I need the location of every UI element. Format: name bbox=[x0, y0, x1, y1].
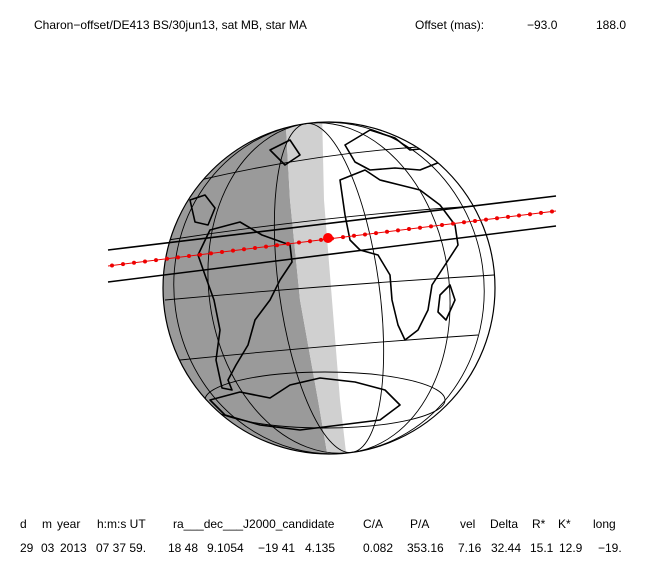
time-dot bbox=[132, 260, 136, 265]
cell: 07 37 59. bbox=[96, 541, 146, 555]
column-header: m bbox=[42, 517, 52, 531]
time-dot bbox=[451, 221, 455, 226]
time-dot bbox=[495, 216, 499, 221]
time-dot bbox=[308, 239, 312, 244]
globe bbox=[162, 121, 496, 455]
cell: 4.135 bbox=[305, 541, 335, 555]
africa bbox=[339, 169, 459, 341]
cell: 7.16 bbox=[458, 541, 482, 555]
time-dot bbox=[517, 213, 521, 218]
time-dot bbox=[484, 217, 488, 222]
time-dot bbox=[242, 247, 246, 252]
time-dot bbox=[264, 244, 268, 249]
time-dot bbox=[176, 255, 180, 260]
south-limit bbox=[107, 225, 557, 283]
cell: 29 bbox=[20, 541, 34, 555]
offset-x: −93.0 bbox=[527, 18, 558, 32]
cell: 03 bbox=[41, 541, 55, 555]
time-dot bbox=[440, 223, 444, 227]
time-dot bbox=[286, 241, 290, 246]
time-dot bbox=[528, 212, 532, 217]
time-dot bbox=[220, 250, 224, 254]
time-dot bbox=[319, 237, 323, 242]
column-header: year bbox=[57, 517, 80, 531]
parallel bbox=[167, 204, 491, 241]
time-dot bbox=[462, 220, 466, 225]
cell: 32.44 bbox=[491, 541, 521, 555]
title: Charon−offset/DE413 BS/30jun13, sat MB, … bbox=[34, 18, 307, 32]
parallel bbox=[164, 274, 495, 301]
time-dot bbox=[187, 254, 191, 259]
time-dot bbox=[198, 252, 202, 257]
time-dot bbox=[363, 232, 367, 237]
info-table: d m year h:m:s UT ra___dec___J2000_candidate… bbox=[20, 517, 622, 555]
time-dot bbox=[275, 243, 279, 248]
cell: 353.16 bbox=[407, 541, 444, 555]
time-dot bbox=[473, 218, 477, 223]
cell: 0.082 bbox=[363, 541, 393, 555]
cell: 2013 bbox=[60, 541, 87, 555]
column-header: P/A bbox=[410, 517, 429, 531]
cell: 18 48 bbox=[168, 541, 198, 555]
cell: −19. bbox=[598, 541, 622, 555]
central-america bbox=[189, 194, 216, 226]
time-dot bbox=[121, 262, 125, 267]
time-dot bbox=[374, 231, 378, 236]
column-header: long bbox=[593, 517, 616, 531]
time-dot bbox=[506, 214, 510, 219]
time-dot bbox=[297, 240, 301, 245]
cell: 15.1 bbox=[530, 541, 554, 555]
closest-approach bbox=[323, 233, 333, 243]
time-dot bbox=[143, 259, 147, 264]
offset-label: Offset (mas): bbox=[415, 18, 484, 32]
column-header: K* bbox=[558, 517, 571, 531]
madagascar bbox=[437, 284, 456, 321]
column-header: vel bbox=[460, 517, 475, 531]
column-header: h:m:s UT bbox=[97, 517, 146, 531]
column-header: ra___dec___J2000_candidate bbox=[173, 517, 335, 531]
time-dot bbox=[209, 251, 213, 256]
time-dot bbox=[418, 225, 422, 230]
time-marks bbox=[110, 209, 554, 268]
time-dot bbox=[110, 263, 114, 268]
cell: −19 41 bbox=[258, 541, 295, 555]
time-dot bbox=[253, 245, 257, 250]
night-side bbox=[163, 122, 330, 454]
header: Charon−offset/DE413 BS/30jun13, sat MB, … bbox=[34, 18, 626, 32]
offset-y: 188.0 bbox=[596, 18, 626, 32]
cell: 12.9 bbox=[559, 541, 583, 555]
parallel bbox=[179, 334, 479, 361]
time-dot bbox=[429, 224, 433, 229]
column-header: R* bbox=[532, 517, 546, 531]
shadow-path bbox=[107, 195, 557, 283]
column-header: C/A bbox=[363, 517, 383, 531]
time-dot bbox=[154, 258, 158, 263]
south-america bbox=[197, 221, 293, 391]
time-dot bbox=[341, 235, 345, 240]
time-dot bbox=[231, 248, 235, 253]
time-dot bbox=[396, 228, 400, 233]
time-dot bbox=[550, 209, 554, 214]
greenland bbox=[269, 139, 301, 166]
time-dot bbox=[352, 233, 356, 238]
cell: 9.1054 bbox=[207, 541, 244, 555]
column-header: d bbox=[20, 517, 27, 531]
time-dot bbox=[407, 227, 411, 232]
antarctica bbox=[209, 377, 401, 431]
time-dot bbox=[539, 210, 543, 215]
north-limit bbox=[107, 195, 557, 251]
time-dot bbox=[385, 229, 389, 234]
time-dot bbox=[165, 256, 169, 261]
column-header: Delta bbox=[490, 517, 518, 531]
globe-outline bbox=[162, 121, 496, 455]
